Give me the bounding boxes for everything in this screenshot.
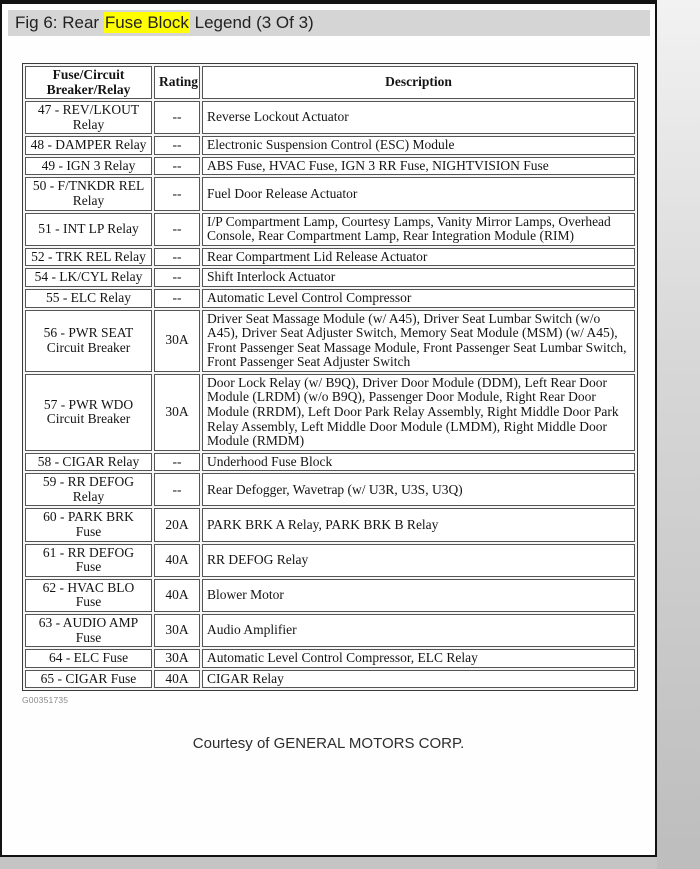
fuse-name-cell: 64 - ELC Fuse xyxy=(25,649,152,668)
table-row: 48 - DAMPER Relay -- Electronic Suspensi… xyxy=(25,136,635,155)
figure-title-highlighted-term: Fuse Block xyxy=(103,12,190,33)
page-right-shadow xyxy=(657,0,700,869)
rating-cell: 30A xyxy=(154,309,200,372)
description-cell: Reverse Lockout Actuator xyxy=(202,101,635,135)
rating-cell: 40A xyxy=(154,543,200,577)
fuse-name-cell: 58 - CIGAR Relay xyxy=(25,452,152,472)
fuse-name-cell: 60 - PARK BRK Fuse xyxy=(25,508,152,542)
table-row: 49 - IGN 3 Relay -- ABS Fuse, HVAC Fuse,… xyxy=(25,156,635,176)
description-cell: Electronic Suspension Control (ESC) Modu… xyxy=(202,136,635,155)
description-cell: RR DEFOG Relay xyxy=(202,543,635,577)
col-header-fuse-circuit-breaker-relay: Fuse/Circuit Breaker/Relay xyxy=(25,66,152,100)
rating-cell: 30A xyxy=(154,613,200,648)
description-cell: ABS Fuse, HVAC Fuse, IGN 3 RR Fuse, NIGH… xyxy=(202,156,635,176)
rating-cell: -- xyxy=(154,156,200,176)
fuse-name-cell: 65 - CIGAR Fuse xyxy=(25,669,152,689)
description-cell: PARK BRK A Relay, PARK BRK B Relay xyxy=(202,508,635,542)
fuse-name-cell: 55 - ELC Relay xyxy=(25,288,152,308)
table-row: 47 - REV/LKOUT Relay -- Reverse Lockout … xyxy=(25,101,635,135)
col-header-rating: Rating xyxy=(154,66,200,100)
fuse-legend-table: Fuse/Circuit Breaker/Relay Rating Descri… xyxy=(22,63,638,692)
rating-cell: -- xyxy=(154,288,200,308)
fuse-table-body: 47 - REV/LKOUT Relay -- Reverse Lockout … xyxy=(25,101,635,689)
table-header-row: Fuse/Circuit Breaker/Relay Rating Descri… xyxy=(25,66,635,100)
table-row: 61 - RR DEFOG Fuse 40A RR DEFOG Relay xyxy=(25,543,635,577)
description-cell: Driver Seat Massage Module (w/ A45), Dri… xyxy=(202,309,635,372)
figure-title-prefix: Fig 6: Rear xyxy=(15,13,104,32)
rating-cell: 40A xyxy=(154,578,200,612)
description-cell: Rear Defogger, Wavetrap (w/ U3R, U3S, U3… xyxy=(202,473,635,507)
fuse-name-cell: 56 - PWR SEAT Circuit Breaker xyxy=(25,309,152,372)
rating-cell: -- xyxy=(154,452,200,472)
figure-title-suffix: Legend (3 Of 3) xyxy=(189,13,314,32)
fuse-name-cell: 61 - RR DEFOG Fuse xyxy=(25,543,152,577)
description-cell: Automatic Level Control Compressor, ELC … xyxy=(202,649,635,668)
rating-cell: -- xyxy=(154,136,200,155)
fuse-name-cell: 62 - HVAC BLO Fuse xyxy=(25,578,152,612)
fuse-name-cell: 50 - F/TNKDR REL Relay xyxy=(25,177,152,211)
description-cell: Rear Compartment Lid Release Actuator xyxy=(202,247,635,267)
rating-cell: -- xyxy=(154,247,200,267)
table-row: 56 - PWR SEAT Circuit Breaker 30A Driver… xyxy=(25,309,635,372)
table-row: 58 - CIGAR Relay -- Underhood Fuse Block xyxy=(25,452,635,472)
rating-cell: -- xyxy=(154,101,200,135)
fuse-name-cell: 47 - REV/LKOUT Relay xyxy=(25,101,152,135)
rating-cell: 30A xyxy=(154,373,200,451)
fuse-name-cell: 51 - INT LP Relay xyxy=(25,212,152,246)
table-row: 59 - RR DEFOG Relay -- Rear Defogger, Wa… xyxy=(25,473,635,507)
fuse-name-cell: 52 - TRK REL Relay xyxy=(25,247,152,267)
description-cell: Blower Motor xyxy=(202,578,635,612)
rating-cell: -- xyxy=(154,177,200,211)
table-row: 60 - PARK BRK Fuse 20A PARK BRK A Relay,… xyxy=(25,508,635,542)
rating-cell: 40A xyxy=(154,669,200,689)
table-row: 51 - INT LP Relay -- I/P Compartment Lam… xyxy=(25,212,635,246)
fuse-name-cell: 54 - LK/CYL Relay xyxy=(25,268,152,287)
description-cell: Audio Amplifier xyxy=(202,613,635,648)
table-row: 54 - LK/CYL Relay -- Shift Interlock Act… xyxy=(25,268,635,287)
table-row: 64 - ELC Fuse 30A Automatic Level Contro… xyxy=(25,649,635,668)
rating-cell: -- xyxy=(154,212,200,246)
fuse-name-cell: 57 - PWR WDO Circuit Breaker xyxy=(25,373,152,451)
document-page: Fig 6: Rear Fuse Block Legend (3 Of 3) F… xyxy=(0,0,657,857)
rating-cell: 30A xyxy=(154,649,200,668)
page-bottom-shadow xyxy=(0,857,657,869)
figure-id-label: G00351735 xyxy=(22,695,69,706)
courtesy-line: Courtesy of GENERAL MOTORS CORP. xyxy=(192,735,465,753)
description-cell: CIGAR Relay xyxy=(202,669,635,689)
table-row: 65 - CIGAR Fuse 40A CIGAR Relay xyxy=(25,669,635,689)
description-cell: Door Lock Relay (w/ B9Q), Driver Door Mo… xyxy=(202,373,635,451)
table-row: 62 - HVAC BLO Fuse 40A Blower Motor xyxy=(25,578,635,612)
rating-cell: -- xyxy=(154,473,200,507)
description-cell: Underhood Fuse Block xyxy=(202,452,635,472)
fuse-name-cell: 63 - AUDIO AMP Fuse xyxy=(25,613,152,648)
table-row: 63 - AUDIO AMP Fuse 30A Audio Amplifier xyxy=(25,613,635,648)
figure-title-bar: Fig 6: Rear Fuse Block Legend (3 Of 3) xyxy=(8,10,650,36)
description-cell: Automatic Level Control Compressor xyxy=(202,288,635,308)
rating-cell: -- xyxy=(154,268,200,287)
rating-cell: 20A xyxy=(154,508,200,542)
description-cell: I/P Compartment Lamp, Courtesy Lamps, Va… xyxy=(202,212,635,246)
col-header-description: Description xyxy=(202,66,635,100)
fuse-name-cell: 48 - DAMPER Relay xyxy=(25,136,152,155)
fuse-name-cell: 59 - RR DEFOG Relay xyxy=(25,473,152,507)
table-row: 57 - PWR WDO Circuit Breaker 30A Door Lo… xyxy=(25,373,635,451)
table-row: 50 - F/TNKDR REL Relay -- Fuel Door Rele… xyxy=(25,177,635,211)
table-row: 52 - TRK REL Relay -- Rear Compartment L… xyxy=(25,247,635,267)
description-cell: Fuel Door Release Actuator xyxy=(202,177,635,211)
description-cell: Shift Interlock Actuator xyxy=(202,268,635,287)
fuse-name-cell: 49 - IGN 3 Relay xyxy=(25,156,152,176)
table-row: 55 - ELC Relay -- Automatic Level Contro… xyxy=(25,288,635,308)
